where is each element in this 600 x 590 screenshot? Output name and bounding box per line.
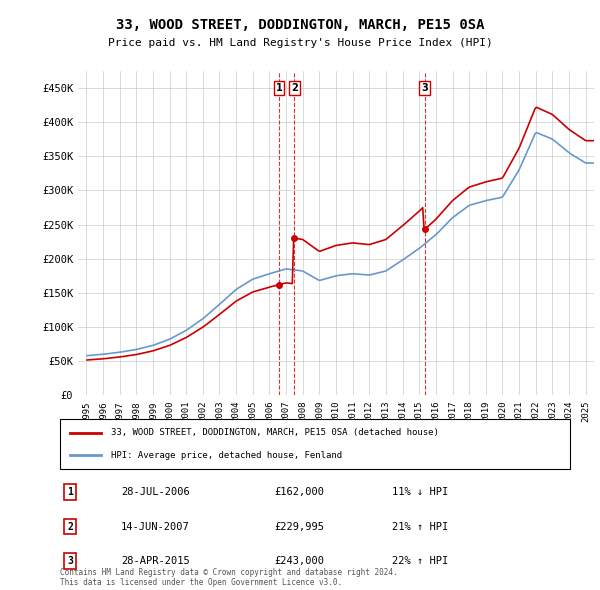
Text: 2: 2 [291, 83, 298, 93]
Text: 22% ↑ HPI: 22% ↑ HPI [392, 556, 448, 566]
Text: 14-JUN-2007: 14-JUN-2007 [121, 522, 190, 532]
Text: 33, WOOD STREET, DODDINGTON, MARCH, PE15 0SA (detached house): 33, WOOD STREET, DODDINGTON, MARCH, PE15… [111, 428, 439, 437]
Text: 2: 2 [67, 522, 73, 532]
Text: 21% ↑ HPI: 21% ↑ HPI [392, 522, 448, 532]
Text: 33, WOOD STREET, DODDINGTON, MARCH, PE15 0SA: 33, WOOD STREET, DODDINGTON, MARCH, PE15… [116, 18, 484, 32]
Text: £243,000: £243,000 [274, 556, 324, 566]
Text: £229,995: £229,995 [274, 522, 324, 532]
Text: 28-JUL-2006: 28-JUL-2006 [121, 487, 190, 497]
Text: 3: 3 [67, 556, 73, 566]
Text: 3: 3 [421, 83, 428, 93]
Text: 11% ↓ HPI: 11% ↓ HPI [392, 487, 448, 497]
Text: 1: 1 [276, 83, 283, 93]
Text: HPI: Average price, detached house, Fenland: HPI: Average price, detached house, Fenl… [111, 451, 342, 460]
Text: 1: 1 [67, 487, 73, 497]
Text: Contains HM Land Registry data © Crown copyright and database right 2024.
This d: Contains HM Land Registry data © Crown c… [60, 568, 398, 587]
Text: Price paid vs. HM Land Registry's House Price Index (HPI): Price paid vs. HM Land Registry's House … [107, 38, 493, 48]
Text: 28-APR-2015: 28-APR-2015 [121, 556, 190, 566]
Text: £162,000: £162,000 [274, 487, 324, 497]
FancyBboxPatch shape [60, 419, 570, 469]
